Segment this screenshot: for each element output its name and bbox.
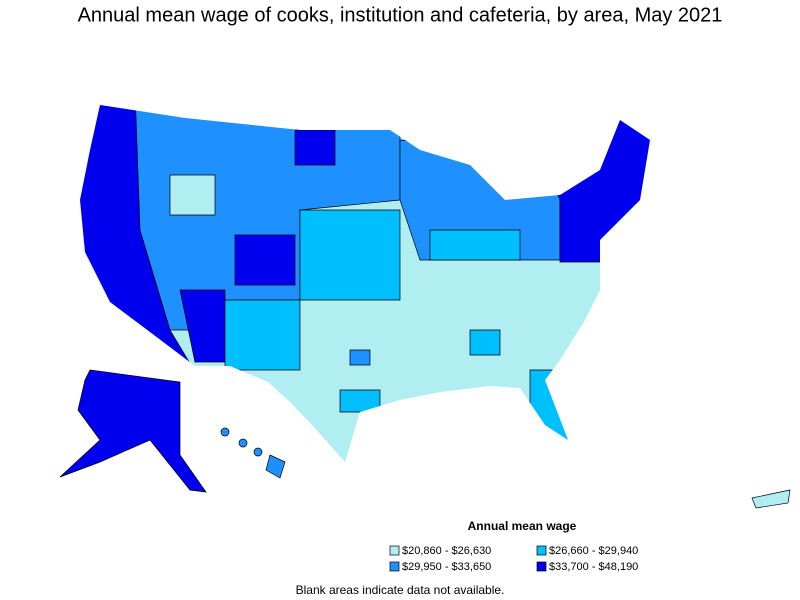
region [224,299,301,371]
puerto-rico [751,489,791,509]
region [469,329,501,356]
legend-swatch [389,561,400,572]
region [294,129,336,166]
legend: $20,860 - $26,630 $26,660 - $29,940 $29,95… [389,545,638,573]
alaska [59,369,207,493]
map-title: Annual mean wage of cooks, institution a… [78,4,723,26]
legend-swatch [389,545,400,556]
region [265,454,286,479]
region [429,229,521,261]
legend-swatch [536,561,547,572]
region [238,438,248,448]
region [220,427,230,437]
region [299,209,401,301]
note: Blank areas indicate data not available. [296,583,505,597]
region [234,234,296,286]
region [349,349,371,366]
region [529,369,581,451]
legend-title: Annual mean wage [468,519,577,533]
hawaii [220,427,286,479]
region [339,389,381,413]
legend-swatch [536,545,547,556]
region [169,174,216,216]
region [253,447,263,457]
legend-label: $33,700 - $48,190 [549,561,638,573]
legend-label: $20,860 - $26,630 [402,545,491,557]
legend-label: $29,950 - $33,650 [402,561,491,573]
legend-label: $26,660 - $29,940 [549,545,638,557]
